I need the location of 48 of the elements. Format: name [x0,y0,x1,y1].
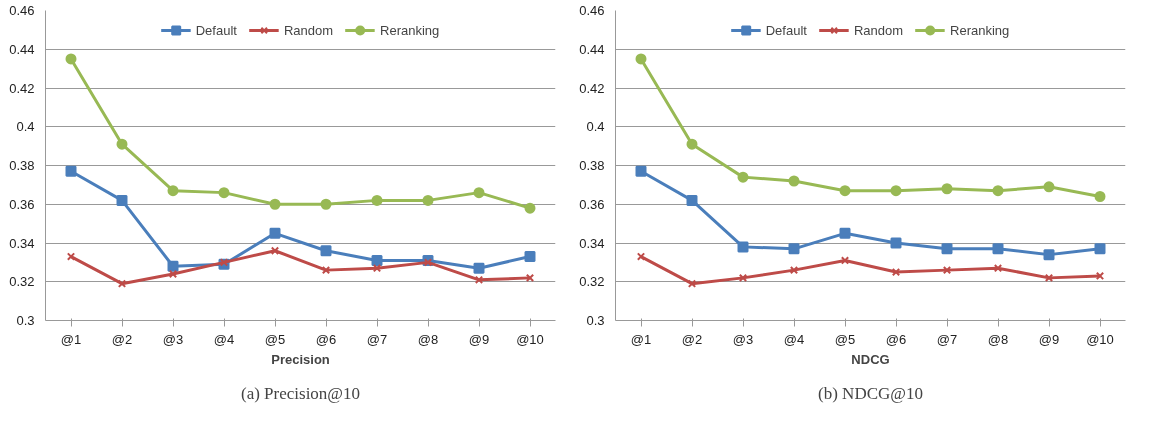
x-tick-label: @8 [987,331,1009,347]
text: (b) NDCG@10 [818,384,923,403]
y-tick-label: 0.42 [9,80,35,96]
y-tick-label: 0.42 [579,80,605,96]
x-axis-title: Precision [271,351,330,367]
x-tick-label: @2 [111,331,133,347]
y-tick-label: 0.38 [9,158,35,173]
y-tick-label: 0.46 [579,3,605,18]
x-tick-label: @9 [1038,331,1060,347]
x-tick-label: @6 [315,331,337,347]
legend-label: Random [853,22,904,38]
legend-label: Default [195,22,237,38]
x-tick-label: @10 [516,331,544,347]
y-tick-label: 0.4 [16,119,35,135]
y-tick-label: 0.34 [9,235,35,251]
y-tick-label: 0.32 [579,274,605,290]
legend-label: Reranking [950,22,1010,38]
x-tick-label: @2 [681,331,703,347]
y-tick-label: 0.32 [9,274,35,290]
x-tick-label: @5 [834,331,856,347]
x-axis-title: NDCG [851,351,890,367]
y-tick-label: 0.44 [579,41,605,57]
y-tick-label: 0.46 [9,3,35,18]
y-tick-label: 0.3 [586,313,605,328]
x-tick-label: @3 [732,331,754,347]
x-tick-label: @7 [366,331,388,347]
text: (a) Precision@10 [240,384,361,403]
x-tick-label: @9 [468,331,490,347]
y-tick-label: 0.36 [9,196,35,212]
y-tick-label: 0.3 [16,313,35,328]
y-tick-label: 0.36 [579,196,605,212]
y-tick-label: 0.38 [579,158,605,173]
x-tick-label: @1 [630,331,652,347]
legend-label: Default [765,22,807,38]
y-tick-label: 0.4 [586,119,605,135]
x-tick-label: @8 [417,331,439,347]
x-tick-label: @5 [264,331,286,347]
y-tick-label: 0.44 [9,41,35,57]
x-tick-label: @1 [60,331,82,347]
x-tick-label: @10 [1086,331,1114,347]
x-tick-label: @7 [936,331,958,347]
x-tick-label: @4 [783,331,805,347]
x-tick-label: @4 [213,331,235,347]
legend-label: Random [283,22,334,38]
x-tick-label: @3 [162,331,184,347]
legend-label: Reranking [380,22,440,38]
y-tick-label: 0.34 [579,235,605,251]
x-tick-label: @6 [885,331,907,347]
